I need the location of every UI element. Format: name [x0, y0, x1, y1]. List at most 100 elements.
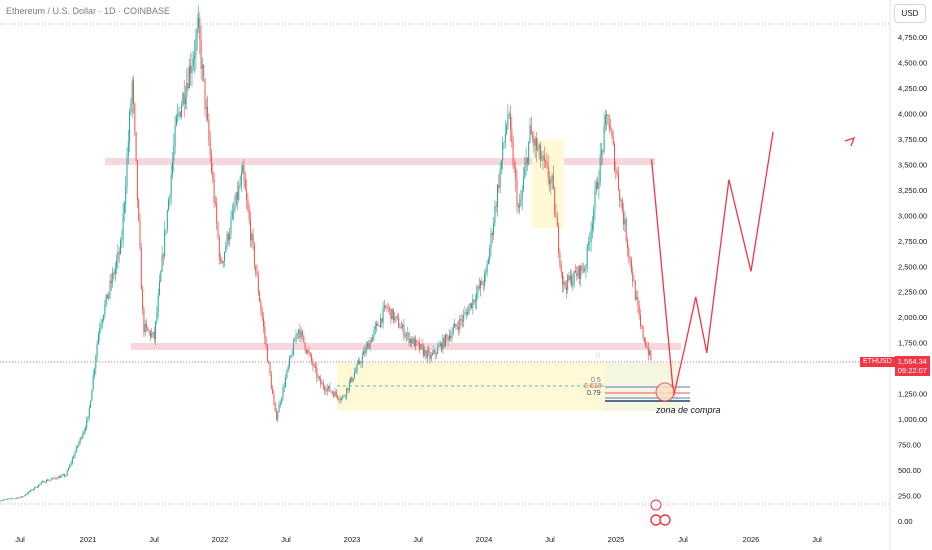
candle-body [451, 333, 453, 339]
candle-body [367, 343, 368, 347]
candle-body [348, 382, 350, 390]
candle-body [172, 161, 173, 175]
candle-body [83, 430, 85, 434]
candle-body [606, 114, 608, 116]
price-tick-label: 4,500.00 [898, 58, 927, 67]
candle-body [121, 238, 123, 241]
candle-body [205, 107, 207, 109]
candle-body [627, 240, 628, 249]
candle-body [231, 211, 233, 219]
currency-button[interactable]: USD [894, 4, 926, 23]
candle-body [239, 184, 241, 187]
candle-body [26, 493, 28, 495]
time-tick-label: 2026 [743, 535, 760, 544]
candle-body [542, 155, 544, 160]
candle-body [458, 326, 459, 330]
price-tick-label: 4,250.00 [898, 84, 927, 93]
candle-body [558, 226, 560, 253]
candle-body [86, 419, 88, 429]
candle-body [438, 345, 440, 348]
candle-body [70, 462, 72, 465]
candle-body [350, 377, 352, 383]
time-tick-label: Jul [149, 535, 159, 544]
candle-body [120, 240, 121, 255]
candle-body [104, 303, 106, 315]
candle-body [400, 326, 402, 329]
candle-body [149, 331, 151, 337]
candle-body [144, 323, 146, 333]
time-axis: Jul 2021 Jul 2022 Jul 2023 Jul 2024 Jul 2025 Jul 20… [15, 535, 822, 544]
candle-body [211, 155, 212, 173]
candle-body [614, 144, 615, 170]
candle-body [426, 350, 428, 358]
candle-body [207, 107, 209, 120]
candle-body [317, 376, 319, 378]
price-axis: 4,750.00 4,500.00 4,250.00 4,000.00 3,750.00… [898, 33, 927, 526]
candle-body [643, 337, 645, 342]
candle-body [376, 323, 378, 326]
candle-body [351, 377, 353, 382]
candle-body [355, 370, 357, 374]
candle-body [601, 150, 602, 155]
candle-body [419, 342, 420, 350]
candle-body [130, 103, 132, 113]
candle-body [101, 320, 103, 325]
candle-body [516, 179, 518, 206]
candle-body [47, 479, 49, 481]
candle-body [230, 218, 232, 234]
candle-body [368, 343, 370, 349]
candle-body [372, 335, 374, 342]
candle-body [281, 397, 283, 404]
candle-body [187, 83, 189, 89]
candle-body [53, 477, 55, 479]
candle-body [34, 487, 36, 490]
event-icons[interactable] [650, 499, 671, 526]
event-icon-3[interactable] [659, 514, 671, 526]
candle-body [13, 498, 15, 500]
candle-body [391, 309, 393, 320]
candle-body [225, 246, 227, 253]
fib-label-0: 0 [596, 353, 600, 360]
candle-body [36, 486, 38, 488]
candle-body [324, 387, 326, 391]
candle-body [365, 346, 367, 354]
candle-body [161, 255, 163, 272]
candle-body [632, 271, 634, 282]
candle-body [428, 350, 430, 353]
candle-body [64, 474, 66, 477]
candle-body [533, 138, 535, 146]
candle-body [530, 125, 532, 135]
candle-body [90, 400, 92, 408]
candle-body [469, 303, 471, 308]
candle-body [342, 395, 344, 398]
candle-body [153, 331, 155, 339]
candle-body [214, 202, 216, 203]
candle-body [465, 311, 467, 313]
candle-body [88, 407, 90, 417]
price-tick-label: 2,250.00 [898, 288, 927, 297]
candle-body [395, 316, 397, 317]
candle-body [77, 445, 79, 447]
candle-body [182, 93, 184, 106]
time-tick-label: 2023 [344, 535, 361, 544]
candle-body [261, 310, 263, 319]
candle-body [105, 294, 107, 304]
candle-body [489, 247, 491, 260]
candle-body [599, 154, 601, 183]
candle-body [578, 266, 580, 279]
candle-body [647, 347, 649, 355]
time-tick-label: Jul [812, 535, 822, 544]
candle-body [485, 272, 487, 274]
candle-body [581, 265, 583, 270]
candle-body [413, 338, 415, 347]
candle-body [44, 482, 46, 483]
candle-body [92, 375, 94, 390]
candle-body [179, 111, 181, 117]
event-icon-1[interactable] [650, 499, 662, 511]
candle-body [156, 312, 158, 322]
candle-body [474, 301, 476, 303]
candle-body [226, 233, 228, 247]
candle-body [146, 323, 147, 328]
candle-body [178, 111, 180, 113]
